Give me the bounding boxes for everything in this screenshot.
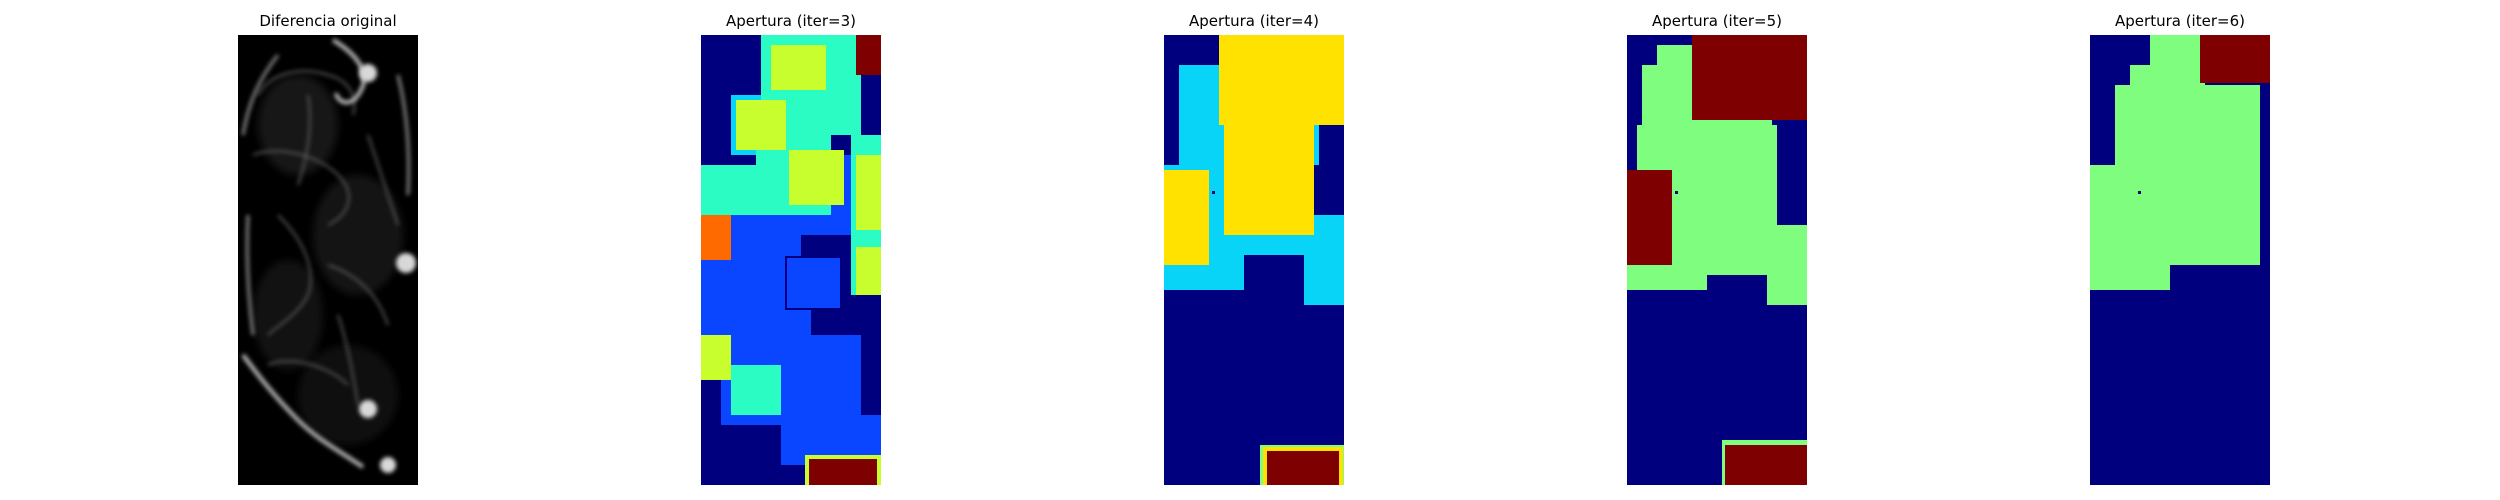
- panel-iter-3: Apertura (iter=3): [701, 0, 881, 500]
- panel-original: Diferencia original: [238, 0, 418, 500]
- label-image-iter-6: [2090, 35, 2270, 485]
- grayscale-image: [238, 35, 418, 485]
- label-image-iter-4: [1164, 35, 1344, 485]
- panel-title: Apertura (iter=6): [2115, 12, 2245, 30]
- panel-title: Apertura (iter=4): [1189, 12, 1319, 30]
- panel-title: Diferencia original: [259, 12, 397, 30]
- panel-title: Apertura (iter=3): [726, 12, 856, 30]
- panel-iter-5: Apertura (iter=5): [1627, 0, 1807, 500]
- label-image-iter-3: [701, 35, 881, 485]
- panel-title: Apertura (iter=5): [1652, 12, 1782, 30]
- label-image-iter-5: [1627, 35, 1807, 485]
- panel-iter-4: Apertura (iter=4): [1164, 0, 1344, 500]
- panel-iter-6: Apertura (iter=6): [2090, 0, 2270, 500]
